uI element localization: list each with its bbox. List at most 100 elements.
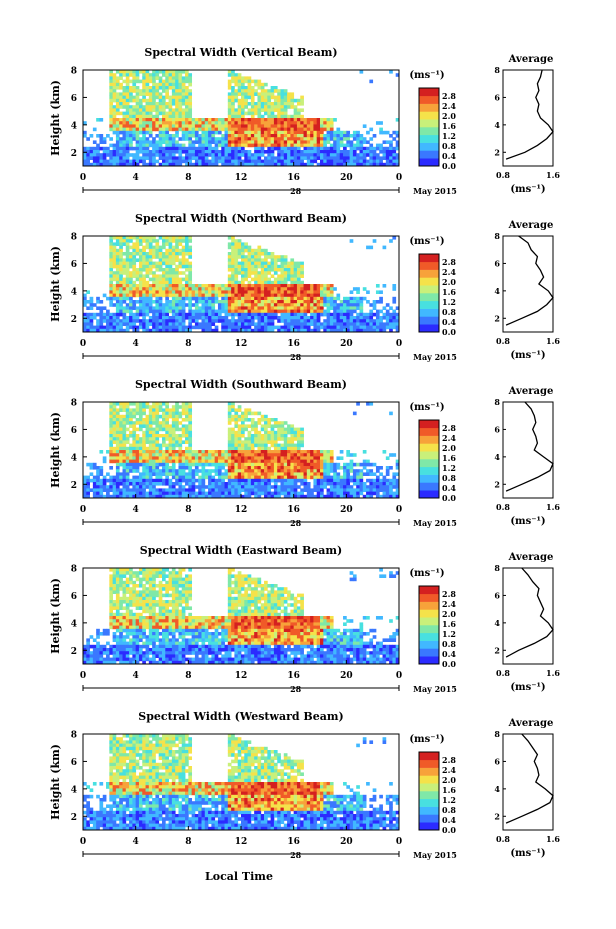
- heatmap-cell: [125, 245, 130, 250]
- heatmap-cell: [122, 316, 127, 320]
- heatmap-cell: [181, 146, 186, 151]
- heatmap-cell: [320, 322, 324, 326]
- heatmap-cell: [343, 150, 347, 154]
- heatmap-cell: [320, 159, 324, 164]
- heatmap-cell: [145, 137, 150, 141]
- heatmap-cell: [254, 478, 258, 483]
- heatmap-cell: [227, 140, 232, 144]
- heatmap-cell: [247, 271, 252, 275]
- heatmap-cell: [237, 89, 242, 93]
- heatmap-cell: [125, 114, 130, 119]
- heatmap-cell: [221, 118, 225, 122]
- heatmap-cell: [349, 303, 354, 307]
- heatmap-cell: [165, 130, 169, 135]
- heatmap-cell: [142, 478, 146, 483]
- heatmap-cell: [260, 162, 265, 167]
- heatmap-cell: [254, 306, 258, 310]
- heatmap-cell: [257, 494, 262, 499]
- heatmap-cell: [109, 102, 114, 106]
- heatmap-cell: [178, 456, 183, 460]
- heatmap-cell: [217, 306, 222, 310]
- heatmap-cell: [214, 485, 219, 489]
- heatmap-cell: [99, 140, 104, 144]
- heatmap-cell: [135, 76, 140, 80]
- heatmap-cell: [260, 284, 265, 288]
- heatmap-cell: [119, 140, 123, 144]
- heatmap-cell: [277, 89, 281, 93]
- heatmap-cell: [323, 290, 327, 294]
- heatmap-cell: [125, 491, 130, 496]
- heatmap-cell: [283, 475, 288, 480]
- heatmap-cell: [296, 130, 301, 135]
- heatmap-cell: [204, 146, 209, 151]
- heatmap-cell: [194, 118, 199, 122]
- heatmap-cell: [296, 303, 301, 307]
- heatmap-cell: [250, 124, 255, 128]
- heatmap-cell: [352, 146, 357, 151]
- heatmap-cell: [115, 437, 120, 441]
- heatmap-cell: [359, 325, 364, 330]
- heatmap-cell: [132, 82, 137, 87]
- heatmap-cell: [194, 478, 199, 483]
- heatmap-cell: [194, 453, 199, 457]
- heatmap-cell: [217, 140, 222, 144]
- heatmap-cell: [277, 105, 281, 109]
- heatmap-cell: [96, 146, 100, 151]
- heatmap-cell: [241, 414, 245, 419]
- heatmap-cell: [155, 475, 160, 480]
- heatmap-cell: [385, 312, 390, 317]
- heatmap-cell: [323, 127, 327, 132]
- heatmap-cell: [135, 124, 140, 128]
- heatmap-cell: [152, 446, 156, 451]
- heatmap-cell: [316, 325, 321, 330]
- heatmap-cell: [267, 459, 272, 464]
- heatmap-cell: [389, 143, 393, 148]
- heatmap-cell: [109, 124, 114, 128]
- heatmap-cell: [359, 312, 364, 317]
- heatmap-cell: [102, 485, 107, 489]
- heatmap-cell: [346, 325, 351, 330]
- heatmap-cell: [293, 114, 298, 119]
- heatmap-cell: [122, 159, 127, 164]
- heatmap-cell: [138, 274, 143, 278]
- heatmap-cell: [138, 280, 143, 285]
- heatmap-cell: [188, 459, 193, 464]
- heatmap-cell: [162, 105, 166, 109]
- heatmap-cell: [260, 252, 265, 256]
- heatmap-cell: [392, 322, 397, 326]
- heatmap-cell: [194, 300, 199, 304]
- heatmap-cell: [99, 466, 104, 470]
- heatmap-cell: [237, 252, 242, 256]
- heatmap-cell: [162, 146, 166, 151]
- heatmap-cell: [227, 405, 232, 409]
- heatmap-cell: [188, 418, 193, 422]
- heatmap-cell: [99, 156, 104, 160]
- heatmap-cell: [135, 258, 140, 262]
- heatmap-cell: [221, 475, 225, 480]
- heatmap-cell: [247, 153, 252, 157]
- heatmap-cell: [155, 296, 160, 301]
- heatmap-cell: [208, 159, 212, 164]
- heatmap-cell: [152, 156, 156, 160]
- heatmap-cell: [320, 127, 324, 132]
- heatmap-cell: [99, 312, 104, 317]
- heatmap-cell: [316, 290, 321, 294]
- heatmap-cell: [109, 280, 114, 285]
- heatmap-cell: [83, 325, 87, 330]
- heatmap-cell: [175, 236, 179, 240]
- heatmap-cell: [122, 280, 127, 285]
- heatmap-cell: [356, 322, 360, 326]
- heatmap-cell: [287, 478, 291, 483]
- heatmap-cell: [234, 306, 239, 310]
- heatmap-cell: [165, 402, 169, 406]
- heatmap-cell: [129, 284, 133, 288]
- heatmap-cell: [254, 127, 258, 132]
- heatmap-cell: [234, 309, 239, 314]
- heatmap-cell: [185, 462, 189, 467]
- heatmap-cell: [165, 303, 169, 307]
- heatmap-cell: [267, 293, 272, 298]
- heatmap-cell: [132, 469, 137, 473]
- heatmap-cell: [247, 261, 252, 266]
- heatmap-cell: [234, 418, 239, 422]
- heatmap-cell: [188, 290, 193, 294]
